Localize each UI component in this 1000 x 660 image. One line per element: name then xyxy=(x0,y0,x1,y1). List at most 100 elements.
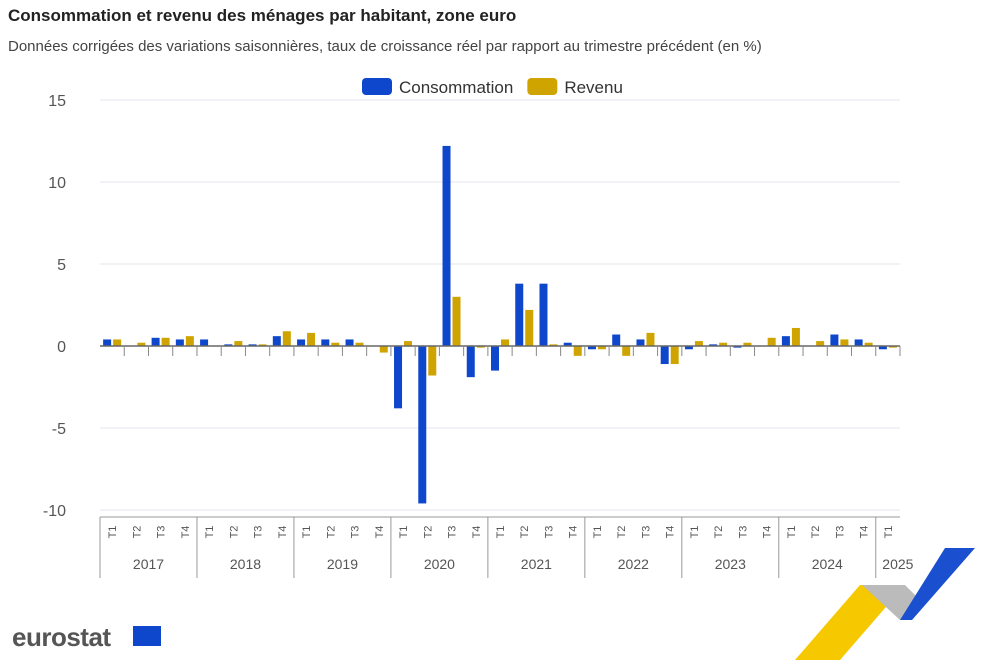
bar-revenu xyxy=(888,346,897,348)
x-quarter-label: T1 xyxy=(204,526,216,539)
bar-revenu xyxy=(452,296,461,346)
bar-consommation xyxy=(612,334,621,346)
x-quarter-label: T2 xyxy=(713,526,725,539)
x-quarter-label: T3 xyxy=(737,526,749,539)
x-year-label: 2017 xyxy=(133,556,164,572)
x-quarter-label: T3 xyxy=(156,526,168,539)
bar-revenu xyxy=(670,346,679,365)
x-quarter-label: T3 xyxy=(447,526,459,539)
bar-consommation xyxy=(103,339,112,346)
bar-revenu xyxy=(622,346,631,356)
bar-revenu xyxy=(573,346,582,356)
x-quarter-label: T4 xyxy=(762,526,774,539)
x-year-label: 2022 xyxy=(618,556,649,572)
x-quarter-label: T3 xyxy=(543,526,555,539)
bar-consommation xyxy=(539,283,548,346)
bar-consommation xyxy=(878,346,887,350)
legend-label-consommation: Consommation xyxy=(399,78,513,97)
y-tick-label: 5 xyxy=(57,257,66,274)
bar-consommation xyxy=(781,336,790,346)
y-tick-label: -5 xyxy=(52,421,66,438)
bar-consommation xyxy=(200,339,209,346)
legend-label-revenu: Revenu xyxy=(564,78,623,97)
bar-consommation xyxy=(733,346,742,348)
decorative-yellow-ribbon xyxy=(795,585,905,660)
chart-title: Consommation et revenu des ménages par h… xyxy=(8,6,517,25)
legend-swatch xyxy=(527,78,558,95)
x-year-label: 2018 xyxy=(230,556,261,572)
eu-flag-icon xyxy=(133,626,161,646)
bar-consommation xyxy=(830,334,839,346)
x-year-label: 2023 xyxy=(715,556,746,572)
bar-consommation xyxy=(418,346,427,504)
x-quarter-label: T4 xyxy=(665,526,677,539)
x-quarter-label: T4 xyxy=(374,526,386,539)
eurostat-logo: eurostat xyxy=(12,622,111,652)
x-quarter-label: T4 xyxy=(471,526,483,539)
bar-revenu xyxy=(549,344,558,346)
y-tick-label: 10 xyxy=(48,175,66,192)
bar-revenu xyxy=(185,336,194,346)
bar-revenu xyxy=(282,331,291,346)
x-quarter-label: T1 xyxy=(301,526,313,539)
bar-revenu xyxy=(864,342,873,346)
bar-consommation xyxy=(224,344,233,346)
bar-revenu xyxy=(234,341,243,346)
bar-revenu xyxy=(597,346,606,350)
legend-swatch xyxy=(362,78,392,95)
y-tick-label: -10 xyxy=(43,503,66,520)
x-quarter-label: T3 xyxy=(253,526,265,539)
x-quarter-label: T3 xyxy=(350,526,362,539)
bar-revenu xyxy=(719,342,728,346)
bar-consommation xyxy=(587,346,596,350)
x-quarter-label: T2 xyxy=(810,526,822,539)
x-quarter-label: T1 xyxy=(107,526,119,539)
bar-consommation xyxy=(151,337,160,346)
x-quarter-label: T1 xyxy=(495,526,507,539)
x-quarter-label: T1 xyxy=(786,526,798,539)
bar-revenu xyxy=(137,342,146,346)
decorative-blue-ribbon xyxy=(900,548,975,620)
x-year-label: 2024 xyxy=(812,556,843,572)
bar-consommation xyxy=(466,346,475,378)
x-quarter-label: T1 xyxy=(592,526,604,539)
x-quarter-label: T2 xyxy=(228,526,240,539)
x-quarter-label: T1 xyxy=(883,526,895,539)
bar-revenu xyxy=(404,341,413,346)
bar-revenu xyxy=(476,346,485,348)
x-quarter-label: T1 xyxy=(689,526,701,539)
x-quarter-label: T2 xyxy=(325,526,337,539)
bar-revenu xyxy=(816,341,825,346)
bar-revenu xyxy=(161,337,170,346)
bar-revenu xyxy=(791,327,800,346)
bar-consommation xyxy=(321,339,330,346)
x-quarter-label: T2 xyxy=(616,526,628,539)
x-quarter-label: T1 xyxy=(398,526,410,539)
x-quarter-label: T4 xyxy=(277,526,289,539)
bar-revenu xyxy=(743,342,752,346)
bar-consommation xyxy=(297,339,306,346)
bar-consommation xyxy=(636,339,645,346)
x-year-label: 2020 xyxy=(424,556,455,572)
bar-consommation xyxy=(515,283,524,346)
x-quarter-label: T4 xyxy=(180,526,192,539)
bar-consommation xyxy=(248,344,257,346)
x-quarter-label: T3 xyxy=(640,526,652,539)
x-year-label: 2019 xyxy=(327,556,358,572)
chart-subtitle: Données corrigées des variations saisonn… xyxy=(8,38,762,55)
x-quarter-label: T2 xyxy=(131,526,143,539)
x-quarter-label: T2 xyxy=(422,526,434,539)
bar-revenu xyxy=(694,341,703,346)
bar-revenu xyxy=(767,337,776,346)
bar-revenu xyxy=(501,339,509,346)
bar-revenu xyxy=(840,339,849,346)
x-quarter-label: T4 xyxy=(568,526,580,539)
bar-consommation xyxy=(709,344,718,346)
bar-consommation xyxy=(660,346,669,365)
bar-revenu xyxy=(331,342,340,346)
y-tick-label: 0 xyxy=(57,339,66,356)
bar-revenu xyxy=(379,346,388,353)
bar-consommation xyxy=(442,145,451,346)
bar-consommation xyxy=(491,346,499,371)
bar-revenu xyxy=(525,309,534,346)
